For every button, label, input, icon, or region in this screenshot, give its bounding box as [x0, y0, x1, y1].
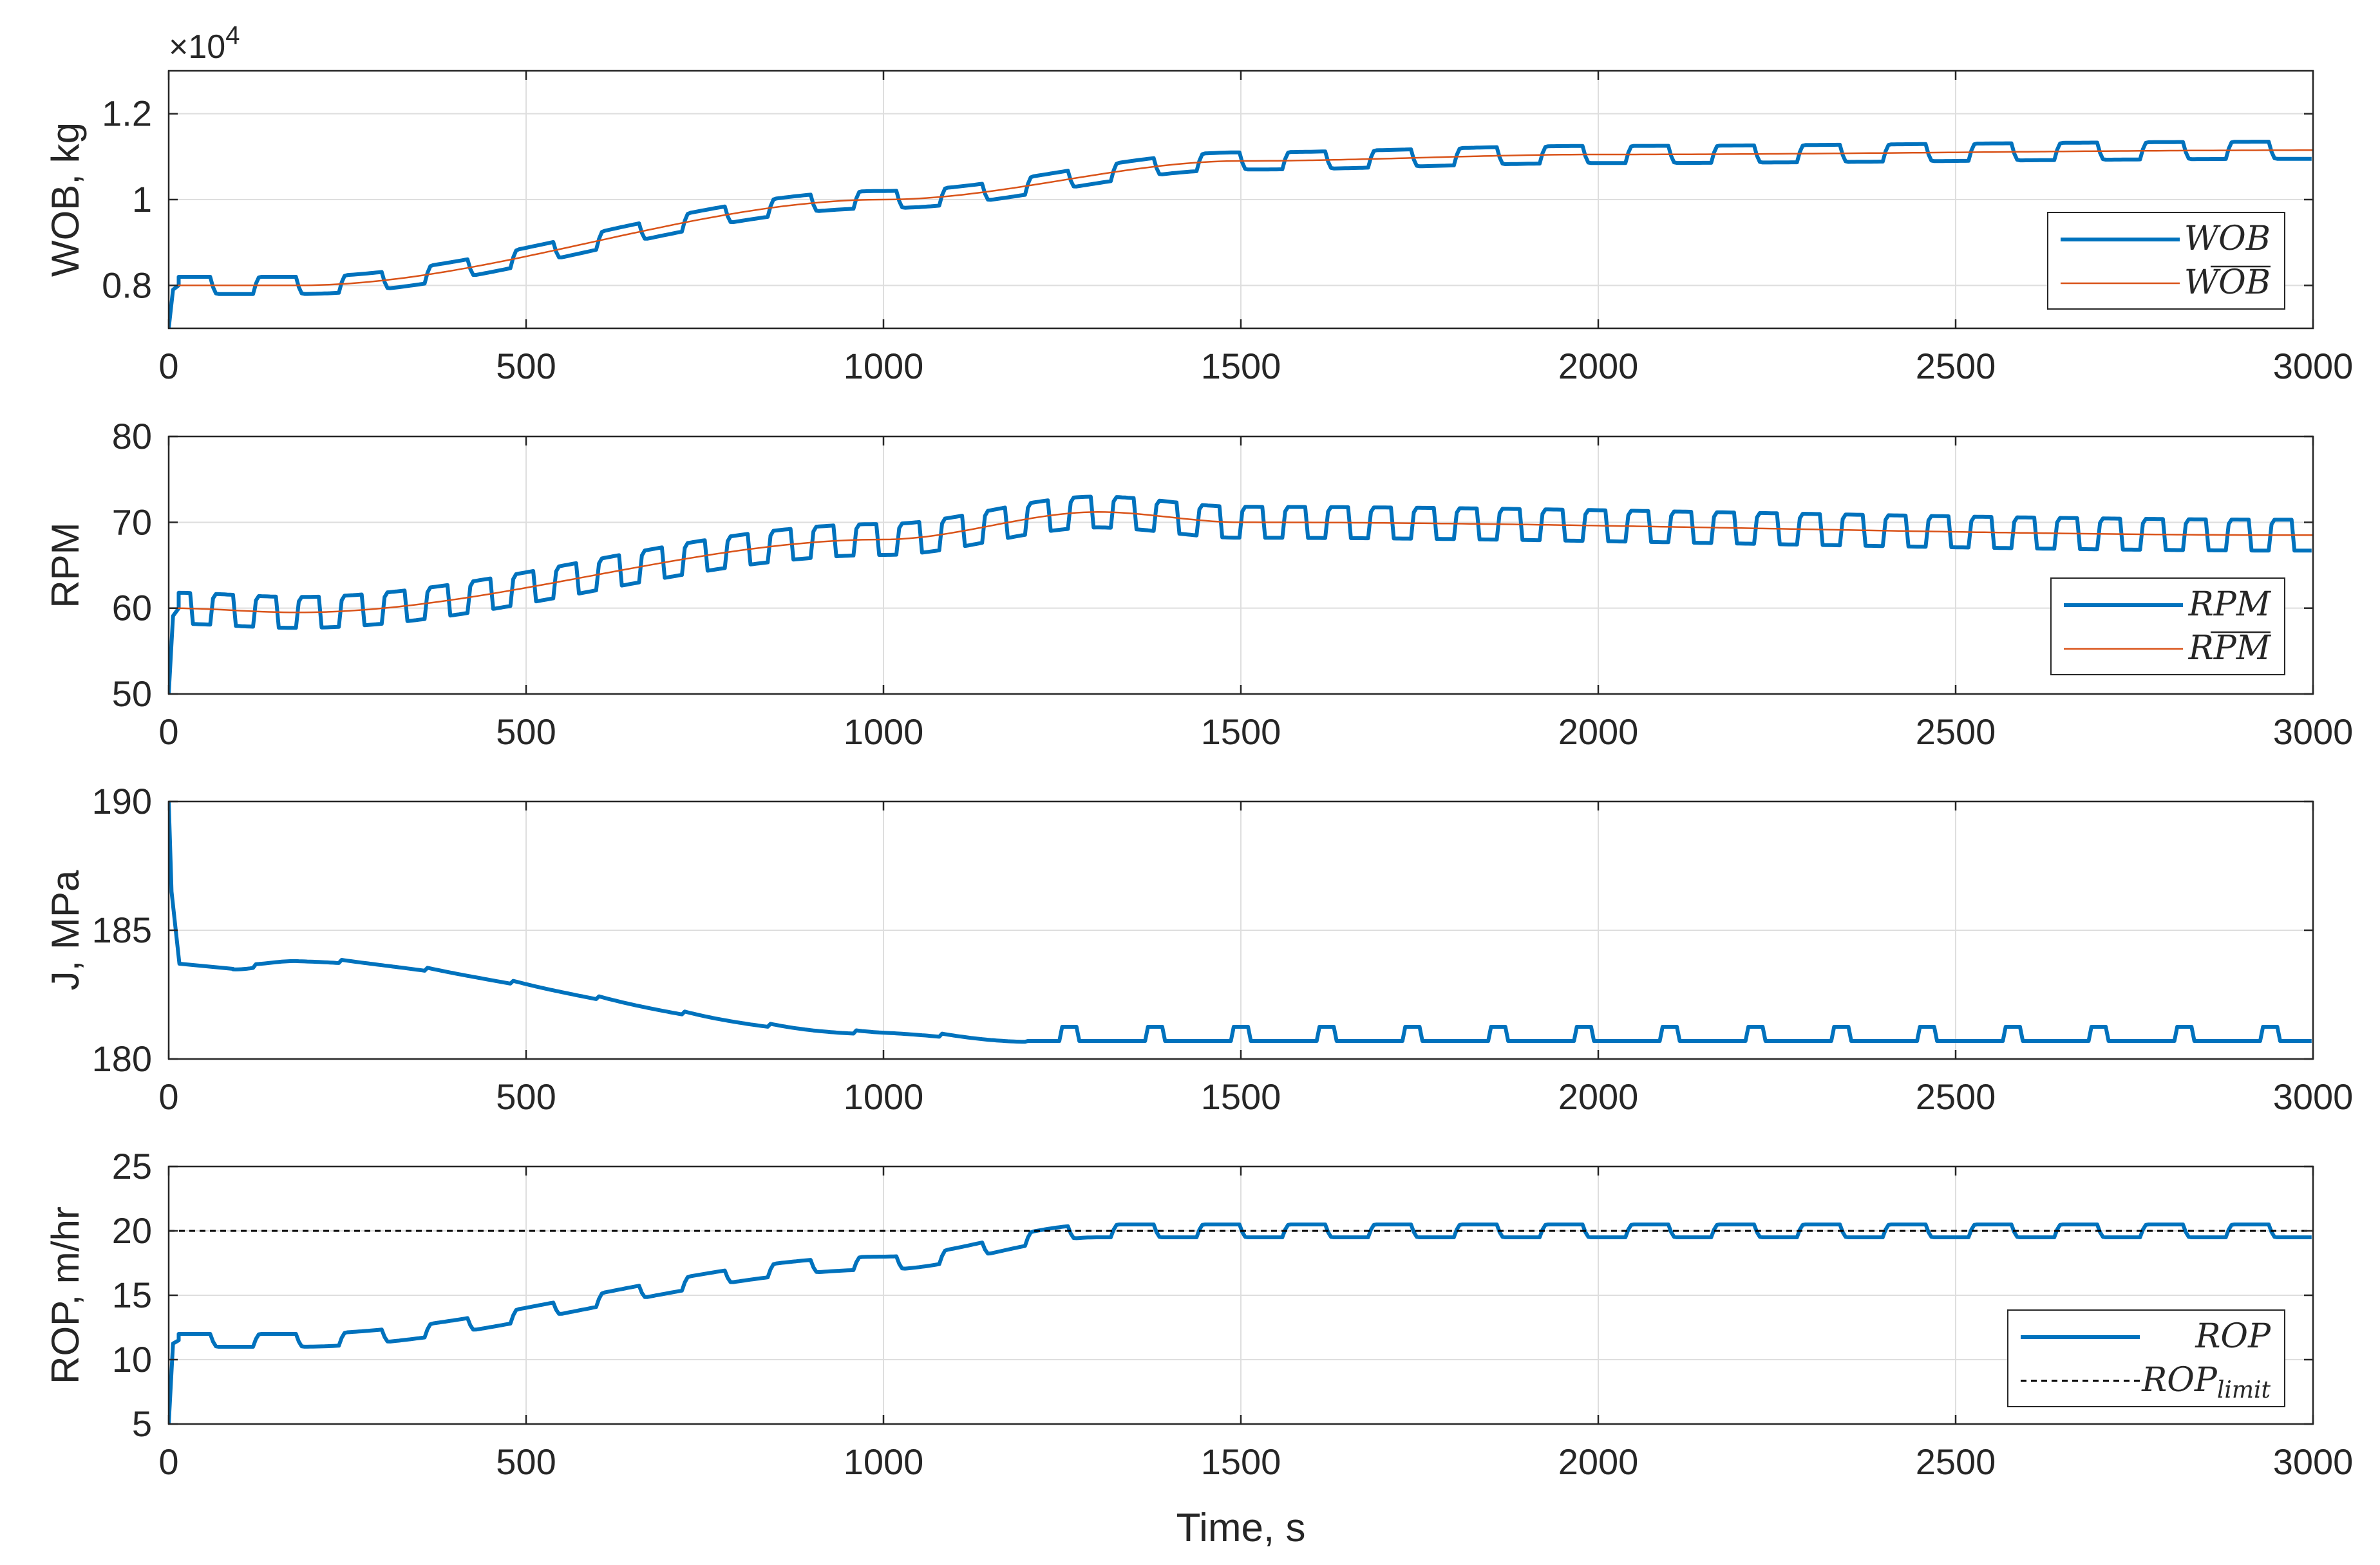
ticks: 0 500 1000 1500 2000 2500 3000 180 185 190 [92, 781, 2354, 1117]
x-tick-label: 500 [496, 1076, 556, 1117]
gridlines [169, 1167, 2313, 1424]
y-tick-label: 5 [132, 1403, 152, 1444]
x-tick-label: 1500 [1201, 1441, 1281, 1482]
x-tick-label: 2500 [1916, 1076, 1996, 1117]
legend-label: WOB [2184, 263, 2271, 302]
x-tick-label: 500 [496, 1441, 556, 1482]
x-tick-label: 1000 [844, 711, 924, 752]
y-tick-label: 80 [112, 416, 152, 456]
legend-label: WOB [2184, 220, 2271, 258]
ticks: 0 500 1000 1500 2000 2500 3000 50 60 70 80 [112, 416, 2354, 752]
x-tick-label: 2500 [1916, 711, 1996, 752]
y-axis-label: ROP, m/hr [44, 1206, 87, 1384]
series-group [169, 494, 2313, 694]
series-line-rpm [169, 494, 2312, 694]
y-tick-label: 50 [112, 673, 152, 714]
y-axis-label: J, MPa [44, 870, 87, 990]
x-tick-label: 2500 [1916, 346, 1996, 386]
y-tick-label: 60 [112, 588, 152, 628]
series-group [169, 801, 2312, 1044]
y-tick-label: 10 [112, 1339, 152, 1380]
series-line-j [169, 801, 2312, 1044]
y-tick-label: 70 [112, 501, 152, 542]
legend-label: ROPlimit [2141, 1361, 2271, 1403]
gridlines [169, 71, 2313, 328]
legend: RPM RPM [2050, 577, 2285, 675]
legend-box [2007, 1309, 2285, 1407]
x-tick-label: 500 [496, 711, 556, 752]
y-tick-label: 15 [112, 1275, 152, 1315]
y-tick-label: 25 [112, 1146, 152, 1186]
x-tick-label: 1500 [1201, 346, 1281, 386]
y-axis-label: WOB, kg [44, 122, 87, 277]
series-line-wob-mean [169, 149, 2313, 286]
x-tick-label: 1500 [1201, 1076, 1281, 1117]
x-axis-label: Time, s [1176, 1506, 1306, 1550]
x-tick-label: 0 [158, 1441, 178, 1482]
x-tick-label: 0 [158, 1076, 178, 1117]
x-tick-label: 500 [496, 346, 556, 386]
y-tick-label: 180 [92, 1038, 152, 1079]
series-group [169, 1223, 2313, 1424]
x-tick-label: 3000 [2273, 711, 2354, 752]
legend-label: RPM [2188, 585, 2272, 624]
legend-box [2047, 212, 2285, 310]
legend: ROP ROPlimit [2007, 1309, 2285, 1407]
subplot-rop: 0 500 1000 1500 2000 2500 3000 5 10 15 20 25 ROP, m/… [44, 1146, 2353, 1550]
legend-label: RPM [2188, 629, 2272, 668]
y-tick-label: 185 [92, 910, 152, 950]
x-tick-label: 1000 [844, 1441, 924, 1482]
series-line-wob [169, 140, 2312, 328]
x-tick-label: 2000 [1558, 1441, 1639, 1482]
x-tick-label: 1000 [844, 1076, 924, 1117]
series-line-rpm-mean [169, 511, 2313, 614]
legend-label: ROP [2195, 1317, 2271, 1356]
x-tick-label: 1500 [1201, 711, 1281, 752]
x-tick-label: 3000 [2273, 1076, 2354, 1117]
y-tick-label: 20 [112, 1210, 152, 1251]
axis-exponent: ×104 [169, 21, 240, 66]
y-tick-label: 1 [132, 179, 152, 220]
x-tick-label: 2500 [1916, 1441, 1996, 1482]
gridlines [169, 436, 2313, 694]
legend: WOB WOB [2047, 212, 2285, 310]
gridlines [169, 801, 2313, 1059]
y-tick-label: 1.2 [102, 93, 152, 134]
x-tick-label: 2000 [1558, 1076, 1639, 1117]
x-tick-label: 3000 [2273, 1441, 2354, 1482]
series-group [169, 140, 2313, 328]
x-tick-label: 2000 [1558, 346, 1639, 386]
x-tick-label: 0 [158, 711, 178, 752]
y-tick-label: 0.8 [102, 265, 152, 305]
x-tick-label: 1000 [844, 346, 924, 386]
x-tick-label: 3000 [2273, 346, 2354, 386]
subplot-j: 0 500 1000 1500 2000 2500 3000 180 185 190 J, MPa [44, 781, 2353, 1117]
ticks: 0 500 1000 1500 2000 2500 3000 0.8 1 1.2 [102, 71, 2353, 386]
series-line-rop [169, 1223, 2312, 1424]
legend-box [2050, 577, 2285, 675]
y-axis-label: RPM [44, 522, 87, 608]
x-tick-label: 0 [158, 346, 178, 386]
y-tick-label: 190 [92, 781, 152, 821]
ticks: 0 500 1000 1500 2000 2500 3000 5 10 15 20 25 [112, 1146, 2354, 1482]
subplot-wob: 0 500 1000 1500 2000 2500 3000 0.8 1 1.2 WOB, kg ×1… [44, 21, 2353, 386]
x-tick-label: 2000 [1558, 711, 1639, 752]
